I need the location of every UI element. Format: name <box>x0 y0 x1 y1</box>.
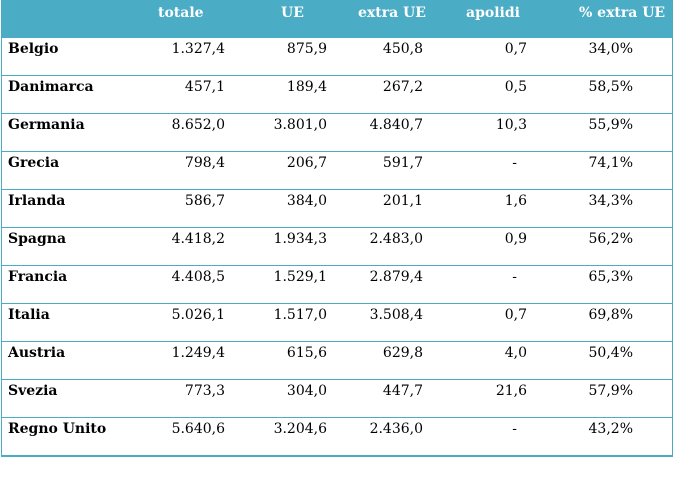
cell-apolidi: 21,6 <box>495 383 527 399</box>
header-totale: totale <box>158 5 204 21</box>
cell-apolidi: - <box>512 421 517 437</box>
cell-totale: 773,3 <box>184 383 225 399</box>
cell-apolidi: 4,0 <box>504 345 527 361</box>
cell-country: Germania <box>8 117 85 133</box>
cell-extra-ue: 267,2 <box>382 79 423 95</box>
cell-extra-ue: 2.483,0 <box>369 231 423 247</box>
cell-extra-ue: 201,1 <box>382 193 423 209</box>
cell-country: Svezia <box>8 383 58 399</box>
header-extra-ue: extra UE <box>358 5 426 21</box>
table-row: Francia 4.408,5 1.529,1 2.879,4 - 65,3% <box>1 266 673 304</box>
table-row: Spagna 4.418,2 1.934,3 2.483,0 0,9 56,2% <box>1 228 673 266</box>
cell-extra-ue: 447,7 <box>382 383 423 399</box>
cell-totale: 5.640,6 <box>171 421 225 437</box>
cell-ue: 206,7 <box>286 155 327 171</box>
cell-apolidi: - <box>512 155 517 171</box>
data-table: totale UE extra UE apolidi % extra UE Be… <box>1 0 673 456</box>
header-ue: UE <box>281 5 304 21</box>
cell-totale: 1.327,4 <box>171 41 225 57</box>
table-row: Belgio 1.327,4 875,9 450,8 0,7 34,0% <box>1 38 673 76</box>
cell-country: Grecia <box>8 155 60 171</box>
cell-extra-ue: 4.840,7 <box>369 117 423 133</box>
cell-totale: 586,7 <box>184 193 225 209</box>
cell-country: Austria <box>8 345 66 361</box>
cell-ue: 3.204,6 <box>273 421 327 437</box>
cell-extra-ue: 450,8 <box>382 41 423 57</box>
cell-pct-extra-ue: 56,2% <box>588 231 633 247</box>
cell-ue: 1.934,3 <box>273 231 327 247</box>
cell-extra-ue: 3.508,4 <box>369 307 423 323</box>
cell-apolidi: - <box>512 269 517 285</box>
cell-pct-extra-ue: 43,2% <box>588 421 633 437</box>
cell-apolidi: 1,6 <box>504 193 527 209</box>
cell-totale: 798,4 <box>184 155 225 171</box>
cell-pct-extra-ue: 58,5% <box>588 79 633 95</box>
cell-pct-extra-ue: 50,4% <box>588 345 633 361</box>
cell-country: Irlanda <box>8 193 66 209</box>
cell-ue: 875,9 <box>286 41 327 57</box>
cell-totale: 8.652,0 <box>171 117 225 133</box>
cell-extra-ue: 2.879,4 <box>369 269 423 285</box>
cell-pct-extra-ue: 57,9% <box>588 383 633 399</box>
cell-ue: 304,0 <box>286 383 327 399</box>
cell-apolidi: 0,7 <box>504 307 527 323</box>
table-row: Regno Unito 5.640,6 3.204,6 2.436,0 - 43,2% <box>1 418 673 456</box>
cell-ue: 189,4 <box>286 79 327 95</box>
cell-ue: 3.801,0 <box>273 117 327 133</box>
cell-extra-ue: 2.436,0 <box>369 421 423 437</box>
cell-apolidi: 10,3 <box>495 117 527 133</box>
cell-country: Belgio <box>8 41 59 57</box>
cell-totale: 5.026,1 <box>171 307 225 323</box>
cell-ue: 615,6 <box>286 345 327 361</box>
cell-totale: 1.249,4 <box>171 345 225 361</box>
table-row: Danimarca 457,1 189,4 267,2 0,5 58,5% <box>1 76 673 114</box>
table-row: Irlanda 586,7 384,0 201,1 1,6 34,3% <box>1 190 673 228</box>
cell-country: Francia <box>8 269 68 285</box>
header-pct-extra-ue: % extra UE <box>579 5 666 21</box>
cell-ue: 1.529,1 <box>273 269 327 285</box>
cell-country: Italia <box>8 307 50 323</box>
cell-pct-extra-ue: 55,9% <box>588 117 633 133</box>
cell-totale: 4.408,5 <box>171 269 225 285</box>
cell-pct-extra-ue: 34,3% <box>588 193 633 209</box>
table-row: Italia 5.026,1 1.517,0 3.508,4 0,7 69,8% <box>1 304 673 342</box>
cell-pct-extra-ue: 69,8% <box>588 307 633 323</box>
cell-apolidi: 0,5 <box>504 79 527 95</box>
cell-ue: 384,0 <box>286 193 327 209</box>
table-header: totale UE extra UE apolidi % extra UE <box>1 0 673 38</box>
cell-pct-extra-ue: 65,3% <box>588 269 633 285</box>
cell-country: Regno Unito <box>8 421 107 437</box>
cell-apolidi: 0,7 <box>504 41 527 57</box>
table-row: Germania 8.652,0 3.801,0 4.840,7 10,3 55,9% <box>1 114 673 152</box>
cell-pct-extra-ue: 34,0% <box>588 41 633 57</box>
table-body: Belgio 1.327,4 875,9 450,8 0,7 34,0% Danimarca… <box>1 38 673 456</box>
table-row: Austria 1.249,4 615,6 629,8 4,0 50,4% <box>1 342 673 380</box>
cell-totale: 457,1 <box>184 79 225 95</box>
header-apolidi: apolidi <box>466 5 520 21</box>
cell-extra-ue: 629,8 <box>382 345 423 361</box>
cell-extra-ue: 591,7 <box>382 155 423 171</box>
cell-country: Danimarca <box>8 79 94 95</box>
cell-country: Spagna <box>8 231 67 247</box>
cell-pct-extra-ue: 74,1% <box>588 155 633 171</box>
table-row: Svezia 773,3 304,0 447,7 21,6 57,9% <box>1 380 673 418</box>
cell-totale: 4.418,2 <box>171 231 225 247</box>
table-row: Grecia 798,4 206,7 591,7 - 74,1% <box>1 152 673 190</box>
cell-ue: 1.517,0 <box>273 307 327 323</box>
cell-apolidi: 0,9 <box>504 231 527 247</box>
